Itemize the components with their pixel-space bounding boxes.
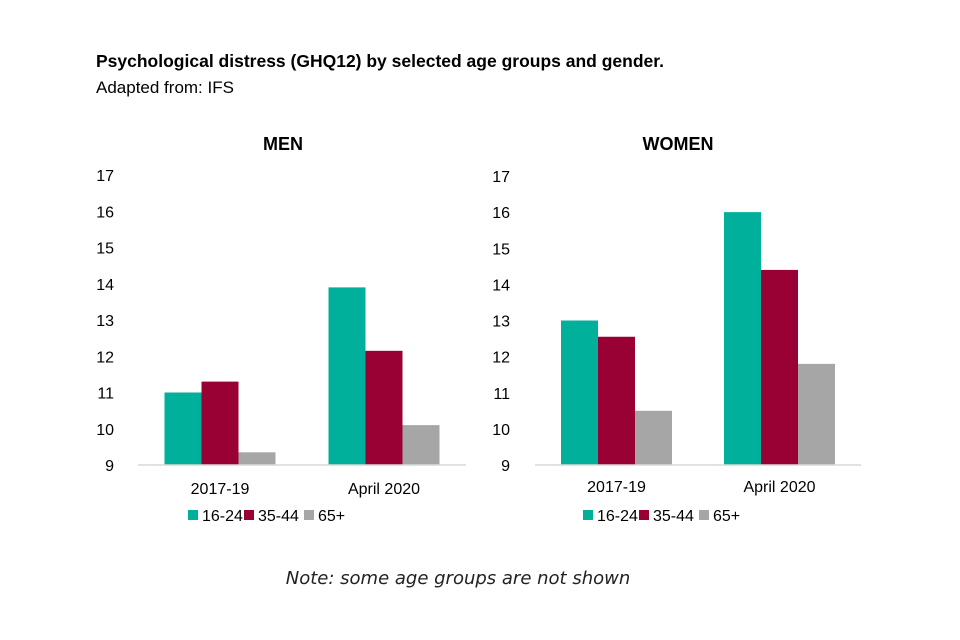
legend-label: 16-24 xyxy=(597,508,638,525)
y-tick-label: 12 xyxy=(492,350,510,367)
legend-label: 35-44 xyxy=(258,508,299,525)
bar-65+-2017-19 xyxy=(635,410,672,465)
bar-35-44-april-2020 xyxy=(365,350,403,465)
x-category-label: April 2020 xyxy=(348,481,420,498)
y-tick-label: 11 xyxy=(97,386,114,403)
y-tick-label: 13 xyxy=(492,314,510,331)
y-tick-label: 14 xyxy=(96,277,114,294)
y-tick-label: 10 xyxy=(492,422,510,439)
bar-65+-april-2020 xyxy=(402,425,440,465)
y-tick-label: 15 xyxy=(492,241,510,258)
legend-swatch-65+ xyxy=(699,510,709,520)
bar-35-44-2017-19 xyxy=(598,336,635,465)
y-tick-label: 11 xyxy=(493,386,510,403)
bar-16-24-april-2020 xyxy=(724,212,761,465)
bar-65+-april-2020 xyxy=(798,363,835,465)
x-category-label: April 2020 xyxy=(743,479,815,496)
y-tick-label: 17 xyxy=(96,168,114,185)
panel-title: MEN xyxy=(263,134,303,154)
legend-swatch-16-24 xyxy=(188,510,198,520)
legend-swatch-35-44 xyxy=(244,510,254,520)
bar-35-44-2017-19 xyxy=(201,381,239,465)
bar-16-24-2017-19 xyxy=(164,392,202,465)
bar-16-24-2017-19 xyxy=(561,320,598,465)
bar-65+-2017-19 xyxy=(238,452,276,465)
y-tick-label: 9 xyxy=(501,458,510,475)
y-tick-label: 12 xyxy=(96,349,114,366)
chart-panel-men: MEN 9 10 11 12 13 14 15 16 17 2017-19 April 2020 16-… xyxy=(96,134,466,525)
y-tick-label: 14 xyxy=(492,277,510,294)
x-category-label: 2017-19 xyxy=(587,479,646,496)
y-tick-label: 17 xyxy=(492,169,510,186)
y-tick-label: 9 xyxy=(105,458,114,475)
x-category-label: 2017-19 xyxy=(191,481,250,498)
y-tick-label: 15 xyxy=(96,241,114,258)
panel-title: WOMEN xyxy=(643,134,714,154)
chart-title: Psychological distress (GHQ12) by select… xyxy=(96,51,664,71)
legend-swatch-35-44 xyxy=(639,510,649,520)
y-tick-label: 16 xyxy=(492,205,510,222)
bar-35-44-april-2020 xyxy=(761,269,798,465)
chart-subtitle: Adapted from: IFS xyxy=(96,78,234,97)
y-tick-label: 16 xyxy=(96,204,114,221)
y-tick-label: 10 xyxy=(96,422,114,439)
bar-16-24-april-2020 xyxy=(328,287,366,465)
legend-swatch-65+ xyxy=(304,510,314,520)
footnote: Note: some age groups are not shown xyxy=(285,568,631,589)
legend-label: 65+ xyxy=(318,508,345,525)
chart-panel-women: WOMEN 9 10 11 12 13 14 15 16 17 2017-19 April 2020 1… xyxy=(492,134,861,525)
legend-swatch-16-24 xyxy=(583,510,593,520)
legend-label: 65+ xyxy=(713,508,740,525)
legend-label: 35-44 xyxy=(653,508,694,525)
legend-label: 16-24 xyxy=(202,508,243,525)
y-tick-label: 13 xyxy=(96,313,114,330)
